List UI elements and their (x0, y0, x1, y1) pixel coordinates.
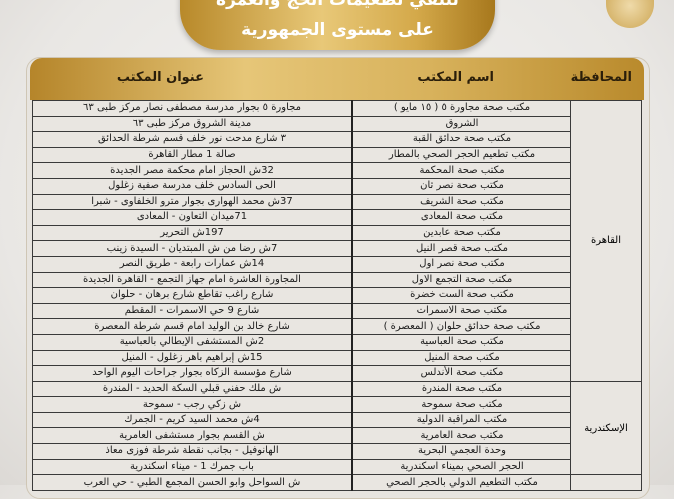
office-address-cell: صالة 1 مطار القاهرة (32, 146, 353, 164)
office-name-cell: مكتب صحة عابدين (351, 224, 572, 242)
office-address-cell: 2ش المستشفى الإيطالي بالعباسية (32, 333, 353, 351)
governorate-label: الإسكندرية (584, 422, 628, 434)
table-header: المحافظة اسم المكتب عنوان المكتب (30, 58, 644, 100)
title-line-2: على مستوى الجمهورية (241, 20, 434, 40)
table-row: مكتب صحة التجمع الاول المجاورة العاشرة ام… (32, 271, 572, 289)
header-governorate: المحافظة (570, 70, 632, 85)
office-name-cell: مكتب صحة العامرية (351, 427, 572, 445)
table-row: مكتب صحة سموحة ش زكي رجب - سموحة (32, 396, 572, 413)
office-name-cell: مكتب صحة المحكمة (351, 162, 572, 179)
table-row: الشروق مدينة الشروق مركز طبى ٦٣ (32, 115, 572, 133)
office-name-cell: مكتب صحة الست خضرة (351, 287, 572, 304)
title-line-1: لتلقي تطعيمات الحج والعمرة (216, 0, 459, 10)
office-address-cell: 15ش إبراهيم باهر زغلول - المنيل (32, 349, 353, 367)
logo (606, 0, 654, 28)
office-name-cell: مكتب صحة التجمع الاول (351, 271, 572, 289)
governorate-cell (570, 474, 642, 491)
office-name-cell: مكتب صحة المعادى (351, 209, 572, 226)
office-name-cell: مكتب صحة نصر ثان (351, 177, 572, 195)
table-row: مكتب صحة نصر اول 14ش عمارات رابعة - طريق … (32, 255, 572, 273)
office-address-cell: ش ملك حفني قبلي السكة الحديد - المندرة (32, 380, 353, 398)
office-address-cell: مجاورة ٥ بجوار مدرسة مصطفى نصار مركز طبى… (32, 100, 353, 117)
table-row: مكتب صحة الاسمرات شارع 9 حي الاسمرات - ال… (32, 302, 572, 320)
governorate-label: القاهرة (591, 235, 621, 247)
office-name-cell: مكتب صحة حدائق القبة (351, 131, 572, 148)
office-name-cell: الحجر الصحي بميناء اسكندرية (351, 458, 572, 476)
office-name-cell: مكتب صحة نصر اول (351, 255, 572, 273)
table-row: مكتب صحة الست خضرة شارع راغب تقاطع شارع ب… (32, 287, 572, 304)
office-name-cell: مكتب صحة حدائق حلوان ( المعصرة ) (351, 318, 572, 335)
governorate-cell: الإسكندرية (570, 380, 642, 476)
table-row: مكتب التطعيم الدولي بالحجر الصحي ش السواح… (32, 474, 572, 491)
table-row: مكتب صحة الشريف 37ش محمد الهوارى بجوار مت… (32, 193, 572, 211)
office-address-cell: 197ش التحرير (32, 224, 353, 242)
office-name-cell: مكتب صحة سموحة (351, 396, 572, 413)
office-address-cell: شارع 9 حي الاسمرات - المقطم (32, 302, 353, 320)
offices-table: مكتب صحة مجاورة ٥ ( ١٥ مايو ) مجاورة ٥ بج… (32, 100, 572, 491)
office-name-cell: مكتب صحة الاسمرات (351, 302, 572, 320)
office-address-cell: باب جمرك 1 - ميناء اسكندرية (32, 458, 353, 476)
table-row: مكتب صحة العامرية ش القسم بجوار مستشفى ال… (32, 427, 572, 445)
office-address-cell: الهانوفيل - بجانب نقطة شرطة فوزى معاذ (32, 443, 353, 460)
governorate-cell: القاهرة (570, 100, 642, 382)
table-row: مكتب صحة المعادى 71ميدان التعاون - المعاد… (32, 209, 572, 226)
office-name-cell: مكتب صحة قصر النيل (351, 240, 572, 257)
title-banner: لتلقي تطعيمات الحج والعمرة على مستوى الج… (180, 0, 495, 50)
office-address-cell: 32ش الحجاز امام محكمة مصر الجديدة (32, 162, 353, 179)
office-name-cell: الشروق (351, 115, 572, 133)
table-row: مكتب صحة مجاورة ٥ ( ١٥ مايو ) مجاورة ٥ بج… (32, 100, 572, 117)
table-row: مكتب صحة حدائق حلوان ( المعصرة ) شارع خال… (32, 318, 572, 335)
office-name-cell: مكتب صحة مجاورة ٥ ( ١٥ مايو ) (351, 100, 572, 117)
office-address-cell: ش زكي رجب - سموحة (32, 396, 353, 413)
table-row: مكتب صحة المنيل 15ش إبراهيم باهر زغلول - … (32, 349, 572, 367)
header-office-name: اسم المكتب (417, 70, 494, 85)
office-name-cell: مكتب صحة الشريف (351, 193, 572, 211)
office-address-cell: 14ش عمارات رابعة - طريق النصر (32, 255, 353, 273)
table-row: مكتب صحة عابدين 197ش التحرير (32, 224, 572, 242)
table-row: الحجر الصحي بميناء اسكندرية باب جمرك 1 - … (32, 458, 572, 476)
office-name-cell: وحدة العجمي البحرية (351, 443, 572, 460)
office-name-cell: مكتب تطعيم الحجر الصحي بالمطار (351, 146, 572, 164)
office-name-cell: مكتب المراقبة الدولية (351, 411, 572, 429)
office-address-cell: 71ميدان التعاون - المعادى (32, 209, 353, 226)
office-name-cell: مكتب صحة الأندلس (351, 365, 572, 382)
office-address-cell: شارع خالد بن الوليد امام قسم شرطة المعصر… (32, 318, 353, 335)
table-row: مكتب صحة نصر ثان الحى السادس خلف مدرسة صف… (32, 177, 572, 195)
table-row: وحدة العجمي البحرية الهانوفيل - بجانب نقط… (32, 443, 572, 460)
office-address-cell: 7ش رضا من ش المبتديان - السيدة زينب (32, 240, 353, 257)
table-row: مكتب صحة الأندلس شارع مؤسسة الزكاه بجوار … (32, 365, 572, 382)
table-row: مكتب المراقبة الدولية 4ش محمد السيد كريم … (32, 411, 572, 429)
header-office-address: عنوان المكتب (116, 70, 204, 85)
table-row: مكتب صحة المحكمة 32ش الحجاز امام محكمة مص… (32, 162, 572, 179)
office-address-cell: ش السواحل وابو الحسن المجمع الطبي - حي ا… (32, 474, 353, 491)
table-row: مكتب صحة حدائق القبة ٣ شارع مدحت نور خلف … (32, 131, 572, 148)
table-row: مكتب صحة المندرة ش ملك حفني قبلي السكة ال… (32, 380, 572, 398)
office-address-cell: شارع مؤسسة الزكاه بجوار جراحات اليوم الو… (32, 365, 353, 382)
office-address-cell: المجاورة العاشرة امام جهاز التجمع - القا… (32, 271, 353, 289)
office-name-cell: مكتب صحة المنيل (351, 349, 572, 367)
office-address-cell: ش القسم بجوار مستشفى العامرية (32, 427, 353, 445)
office-address-cell: ٣ شارع مدحت نور خلف قسم شرطة الحدائق (32, 131, 353, 148)
office-address-cell: 37ش محمد الهوارى بجوار مترو الخلفاوى - ش… (32, 193, 353, 211)
office-name-cell: مكتب صحة المندرة (351, 380, 572, 398)
table-row: مكتب صحة قصر النيل 7ش رضا من ش المبتديان … (32, 240, 572, 257)
table-row: مكتب صحة العباسية 2ش المستشفى الإيطالي با… (32, 333, 572, 351)
office-address-cell: مدينة الشروق مركز طبى ٦٣ (32, 115, 353, 133)
office-address-cell: شارع راغب تقاطع شارع برهان - حلوان (32, 287, 353, 304)
table-row: مكتب تطعيم الحجر الصحي بالمطار صالة 1 مطا… (32, 146, 572, 164)
office-address-cell: الحى السادس خلف مدرسة صفية زغلول (32, 177, 353, 195)
office-name-cell: مكتب التطعيم الدولي بالحجر الصحي (351, 474, 572, 491)
office-address-cell: 4ش محمد السيد كريم - الجمرك (32, 411, 353, 429)
office-name-cell: مكتب صحة العباسية (351, 333, 572, 351)
